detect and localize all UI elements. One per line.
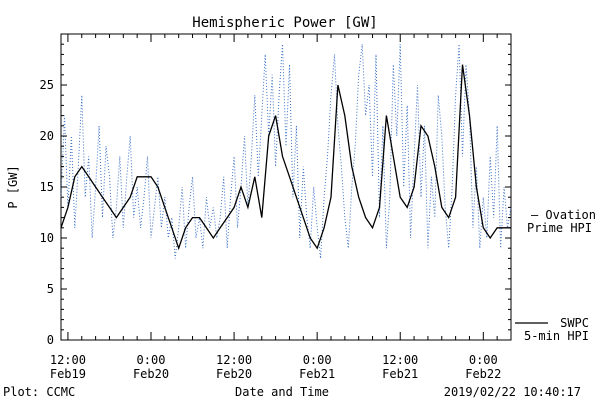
x-tick-time-5: 0:00 <box>469 353 498 367</box>
legend-label-swpc-line1: SWPC <box>560 316 589 330</box>
y-tick-label-5: 5 <box>47 282 54 296</box>
y-tick-label-20: 20 <box>40 129 54 143</box>
x-tick-date-5: Feb22 <box>465 367 501 381</box>
x-tick-time-3: 0:00 <box>303 353 332 367</box>
plot-credit: Plot: CCMC <box>3 385 75 399</box>
x-tick-date-0: Feb19 <box>50 367 86 381</box>
series-line-swpc-5-min-hpi <box>60 64 511 251</box>
y-axis-label: P [GW] <box>6 165 20 208</box>
x-axis-label: Date and Time <box>235 385 329 399</box>
plot-frame <box>60 33 512 341</box>
x-tick-date-2: Feb20 <box>216 367 252 381</box>
x-tick-date-3: Feb21 <box>299 367 335 381</box>
x-axis: 12:00Feb190:00Feb2012:00Feb200:00Feb2112… <box>50 34 512 381</box>
timestamp: 2019/02/22 10:40:17 <box>444 385 581 399</box>
legend-label-ovation-line1: — Ovation <box>531 208 596 222</box>
x-tick-time-0: 12:00 <box>50 353 86 367</box>
legend-label-swpc-line2: 5-min HPI <box>524 329 589 343</box>
y-axis: 0 5 10 15 20 25 <box>40 33 511 347</box>
y-tick-label-10: 10 <box>40 231 54 245</box>
x-tick-date-4: Feb21 <box>382 367 418 381</box>
series-layer <box>60 44 512 259</box>
chart-title: Hemispheric Power [GW] <box>192 15 377 31</box>
series-line-ovation-prime-hpi <box>60 44 512 259</box>
legend-label-ovation-line2: Prime HPI <box>527 221 592 235</box>
y-tick-label-25: 25 <box>40 78 54 92</box>
y-tick-label-0: 0 <box>47 333 54 347</box>
x-tick-time-4: 12:00 <box>382 353 418 367</box>
x-tick-date-1: Feb20 <box>133 367 169 381</box>
y-tick-label-15: 15 <box>40 180 54 194</box>
x-tick-time-1: 0:00 <box>137 353 166 367</box>
x-tick-time-2: 12:00 <box>216 353 252 367</box>
